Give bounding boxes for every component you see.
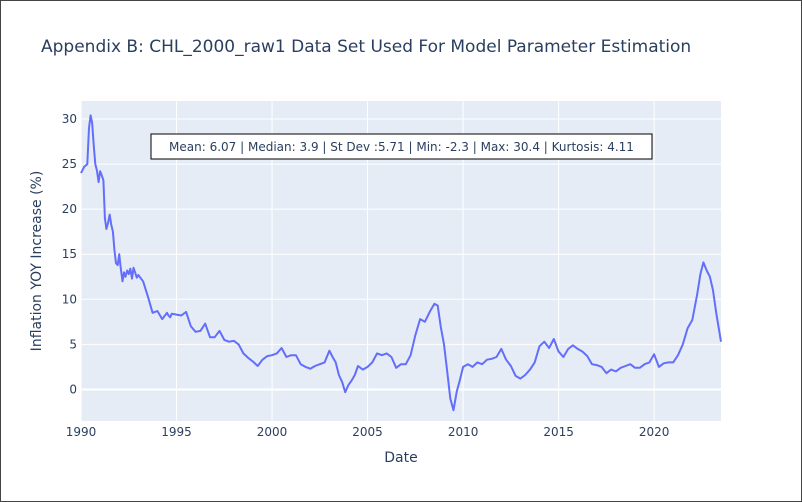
y-tick-label: 5 [69,337,77,351]
x-tick-label: 1995 [161,425,192,439]
x-tick-label: 2020 [639,425,670,439]
stats-annotation-box [150,133,653,160]
x-tick-label: 2005 [352,425,383,439]
x-tick-label: 2000 [257,425,288,439]
y-tick-label: 20 [62,202,77,216]
x-tick-label: 2015 [543,425,574,439]
y-tick-label: 25 [62,157,77,171]
y-tick-label: 30 [62,112,77,126]
series-line[interactable] [80,114,722,412]
x-axis-title: Date [384,450,417,466]
y-axis-title: Inflation YOY Increase (%) [29,171,45,352]
chart-title: Appendix B: CHL_2000_raw1 Data Set Used … [41,37,691,57]
stats-annotation: Mean: 6.07 | Median: 3.9 | St Dev :5.71 … [169,140,634,154]
x-tick-label: 2010 [448,425,479,439]
y-tick-labels: 0 5 10 15 20 25 30 [62,112,77,396]
y-tick-label: 0 [69,382,77,396]
x-tick-labels: 1990 1995 2000 2005 2010 2015 2020 [66,425,670,439]
y-tick-label: 15 [62,247,77,261]
x-tick-label: 1990 [66,425,97,439]
y-tick-label: 10 [62,292,77,306]
